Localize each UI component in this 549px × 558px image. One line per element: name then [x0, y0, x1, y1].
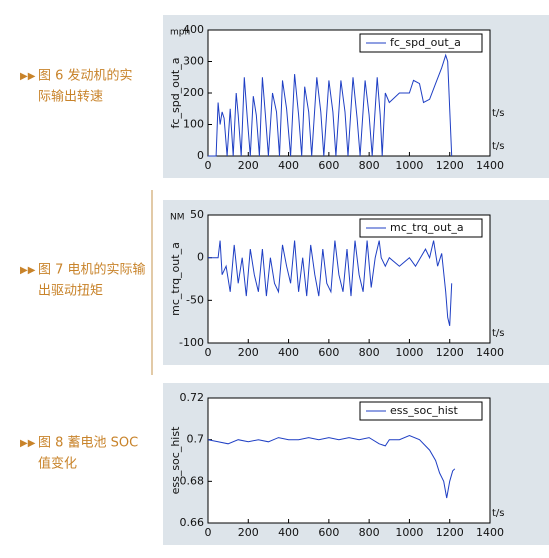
x-tick-label: 1200 [436, 346, 464, 359]
caption: 图 7 电机的实际输 [38, 262, 146, 278]
caption: 际输出转速 [38, 89, 103, 105]
x-tick-label: 400 [278, 159, 299, 172]
x-tick-label: 1000 [395, 346, 423, 359]
caption: 值变化 [38, 456, 77, 472]
y-tick-label: -50 [186, 293, 204, 306]
legend-label: mc_trq_out_a [390, 221, 464, 234]
x-tick-label: 200 [238, 526, 259, 539]
x-tick-label: 600 [318, 526, 339, 539]
caption: 出驱动扭矩 [38, 284, 103, 299]
caption: 图 8 蓄电池 SOC [38, 436, 138, 451]
x-tick-label: 0 [205, 526, 212, 539]
y-tick-label: 200 [183, 86, 204, 99]
y-tick-label: 0 [197, 251, 204, 264]
x-tick-label: 1000 [395, 526, 423, 539]
data-line [208, 240, 453, 327]
legend-box [359, 33, 483, 53]
x-axis-label: t/s [492, 508, 505, 519]
x-tick-label: 200 [238, 346, 259, 359]
y-tick-label: 0.68 [180, 474, 205, 487]
x-tick-label: 400 [278, 346, 299, 359]
x-tick-label: 0 [205, 346, 212, 359]
x-tick-label: 1200 [436, 159, 464, 172]
y-tick-label: 0.7 [187, 433, 205, 446]
x-axis-label: t/s [492, 328, 505, 339]
annotation: t/s [492, 108, 505, 119]
x-tick-label: 1400 [476, 159, 504, 172]
x-tick-label: 1400 [476, 346, 504, 359]
y-tick-label: 50 [190, 208, 204, 221]
x-tick-label: 800 [359, 159, 380, 172]
y-axis-label: mc_trq_out_a [169, 242, 182, 316]
x-tick-label: 400 [278, 526, 299, 539]
y-tick-label: 400 [183, 23, 204, 36]
data-line [207, 434, 456, 499]
y-tick-label: -100 [179, 336, 204, 349]
x-tick-label: 800 [359, 346, 380, 359]
caption-arrow: ▶▶ [20, 71, 36, 82]
caption-arrow: ▶▶ [20, 265, 36, 276]
data-line [208, 53, 453, 157]
y-tick-label: 0 [197, 149, 204, 162]
y-unit: mph [170, 28, 190, 38]
y-axis-label: ess_soc_hist [169, 426, 182, 494]
legend-label: fc_spd_out_a [390, 36, 461, 49]
caption: 图 6 发动机的实 [38, 68, 133, 84]
x-tick-label: 1000 [395, 159, 423, 172]
y-tick-label: 0.72 [180, 391, 205, 404]
caption-arrow: ▶▶ [20, 438, 36, 449]
legend-box [359, 401, 483, 421]
x-tick-label: 600 [318, 159, 339, 172]
y-unit: NM [170, 213, 185, 223]
x-tick-label: 0 [205, 159, 212, 172]
y-axis-label: fc_spd_out_a [169, 58, 182, 129]
x-axis-label: t/s [492, 141, 505, 152]
x-tick-label: 800 [359, 526, 380, 539]
x-tick-label: 1400 [476, 526, 504, 539]
x-tick-label: 200 [238, 159, 259, 172]
y-tick-label: 0.66 [180, 516, 205, 529]
x-tick-label: 600 [318, 346, 339, 359]
x-tick-label: 1200 [436, 526, 464, 539]
y-tick-label: 300 [183, 55, 204, 68]
legend-label: ess_soc_hist [390, 404, 458, 417]
y-tick-label: 100 [183, 118, 204, 131]
legend-box [359, 218, 483, 238]
